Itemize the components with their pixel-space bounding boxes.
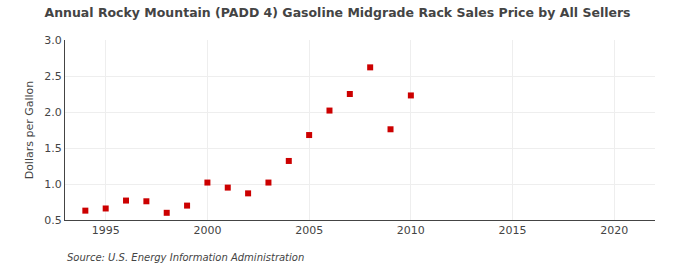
svg-text:1.5: 1.5: [44, 142, 62, 155]
svg-text:2.5: 2.5: [44, 70, 62, 83]
svg-text:Annual Rocky Mountain (PADD 4): Annual Rocky Mountain (PADD 4) Gasoline …: [44, 5, 630, 20]
svg-text:1995: 1995: [92, 224, 120, 237]
svg-text:Dollars per Gallon: Dollars per Gallon: [23, 81, 36, 180]
svg-text:2005: 2005: [295, 224, 323, 237]
svg-text:3.0: 3.0: [44, 34, 62, 47]
svg-text:2010: 2010: [397, 224, 425, 237]
svg-text:2000: 2000: [193, 224, 221, 237]
svg-text:2015: 2015: [499, 224, 527, 237]
svg-text:0.5: 0.5: [44, 214, 62, 227]
svg-text:Source: U.S. Energy Informatio: Source: U.S. Energy Information Administ…: [67, 252, 304, 263]
svg-text:2.0: 2.0: [44, 106, 62, 119]
svg-text:2020: 2020: [600, 224, 628, 237]
svg-text:1.0: 1.0: [44, 178, 62, 191]
